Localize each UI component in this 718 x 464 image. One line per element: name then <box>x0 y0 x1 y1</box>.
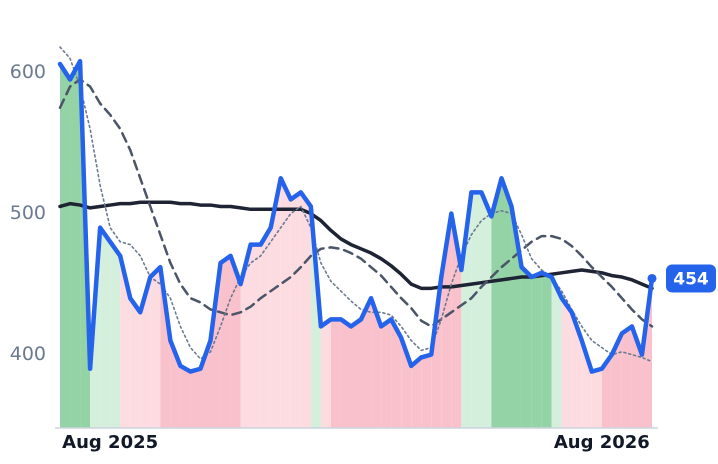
x-tick-label: Aug 2025 <box>62 432 158 453</box>
area-fill <box>471 192 482 428</box>
area-fill <box>140 277 151 428</box>
area-fill <box>320 319 331 428</box>
area-fill <box>180 365 191 428</box>
area-fill <box>621 326 632 428</box>
area-fill <box>230 255 241 428</box>
area-fill <box>531 272 542 428</box>
area-fill <box>611 333 622 428</box>
area-fill <box>100 227 111 428</box>
area-fill <box>421 354 432 428</box>
area-fill <box>60 63 71 429</box>
area-fill <box>581 340 592 428</box>
area-fill <box>591 368 602 428</box>
area-fill <box>290 192 301 428</box>
area-fill <box>381 319 392 428</box>
area-fill <box>260 227 271 428</box>
area-fill <box>501 178 512 428</box>
y-tick-label: 400 <box>10 343 46 365</box>
area-fill <box>210 262 221 428</box>
area-fill <box>130 298 141 428</box>
area-fill <box>340 319 351 428</box>
area-fill <box>521 267 532 428</box>
value-label: 454 <box>673 269 709 289</box>
area-fill <box>350 319 362 428</box>
area-fill <box>270 178 281 428</box>
area-fill <box>411 357 422 428</box>
area-fill <box>150 267 161 428</box>
series-line <box>57 58 655 374</box>
last-point <box>647 273 657 283</box>
area-fill <box>330 319 341 428</box>
value-badge <box>666 264 716 293</box>
area-fill <box>641 278 652 428</box>
area-fill <box>70 61 81 428</box>
area-fill <box>160 267 171 428</box>
area-fill <box>571 312 582 428</box>
series-line <box>58 200 654 291</box>
area-fill <box>120 255 131 428</box>
y-tick-label: 600 <box>10 61 46 83</box>
area-fill <box>190 368 201 428</box>
area-fill <box>541 272 552 428</box>
area-fill <box>240 244 251 428</box>
y-tick-label: 500 <box>10 202 46 224</box>
series-line <box>58 78 654 328</box>
area-fill <box>481 192 492 428</box>
area-fill <box>391 319 402 428</box>
area-fill <box>601 354 612 428</box>
area-fill <box>280 178 291 428</box>
area-fill <box>561 298 572 428</box>
area-fill <box>300 192 311 428</box>
area-fill <box>110 241 121 428</box>
area-fill <box>491 178 502 428</box>
area-fill <box>361 298 372 428</box>
area-fill <box>250 244 261 428</box>
x-tick-label: Aug 2026 <box>554 432 650 453</box>
area-fill <box>551 277 562 428</box>
area-fill <box>431 277 442 428</box>
area-fill <box>220 255 231 428</box>
area-fill <box>371 298 382 428</box>
